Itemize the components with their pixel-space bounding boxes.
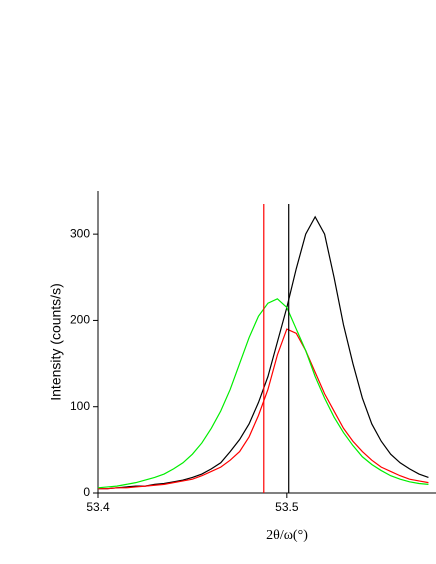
y-axis-label: Intensity (counts/s) — [48, 283, 64, 401]
x-axis-label: 2θ/ω(°) — [266, 528, 308, 543]
x-tick-label: 53.5 — [275, 500, 299, 514]
y-tick-label: 200 — [70, 313, 90, 327]
x-tick-label: 53.4 — [86, 500, 110, 514]
y-tick-label: 300 — [70, 226, 90, 240]
y-tick-label: 100 — [70, 399, 90, 413]
y-tick-label: 0 — [83, 485, 90, 499]
